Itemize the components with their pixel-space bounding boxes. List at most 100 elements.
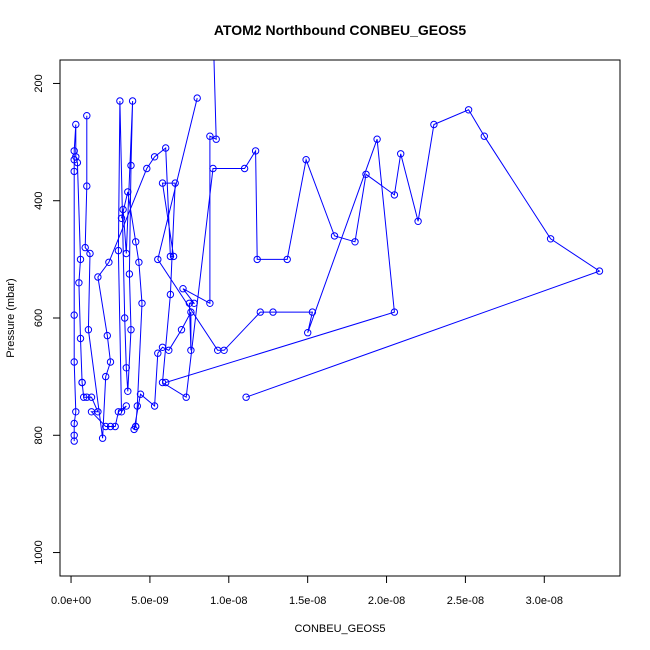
data-point: [154, 349, 162, 357]
data-point: [595, 267, 604, 275]
x-tick-label: 1.0e-08: [210, 595, 247, 607]
data-point: [154, 255, 162, 264]
data-point: [330, 232, 339, 240]
data-point: [390, 308, 399, 316]
data-point: [133, 402, 142, 410]
data-point: [187, 346, 195, 354]
data-point: [190, 299, 198, 307]
data-point: [480, 132, 488, 140]
data-point: [72, 120, 80, 129]
data-point: [128, 97, 137, 105]
data-point: [98, 434, 107, 442]
data-point: [72, 408, 80, 416]
y-tick-label: 600: [33, 309, 45, 327]
data-point: [212, 135, 220, 143]
data-point: [84, 326, 93, 334]
data-point: [182, 393, 190, 401]
data-point: [105, 258, 113, 266]
chart-title: ATOM2 Northbound CONBEU_GEOS5: [214, 22, 466, 38]
data-point: [124, 188, 132, 196]
x-tick-label: 0.0e+00: [51, 595, 91, 607]
data-point: [70, 437, 78, 445]
data-point: [87, 408, 96, 416]
data-point: [127, 326, 135, 334]
data-point: [220, 346, 228, 354]
data-point: [179, 285, 187, 293]
data-point: [83, 112, 91, 120]
data-point: [162, 378, 170, 387]
data-point: [169, 252, 178, 261]
data-point: [127, 161, 135, 170]
data-point: [373, 135, 381, 143]
y-tick-label: 1000: [33, 540, 45, 564]
data-point: [83, 393, 91, 401]
data-point: [130, 425, 138, 434]
data-point: [117, 214, 126, 223]
data-point: [308, 308, 317, 316]
data-point: [70, 311, 78, 319]
data-point: [86, 249, 94, 258]
data-point: [206, 132, 214, 140]
data-point: [187, 308, 195, 316]
data-point: [111, 422, 119, 431]
data-point: [76, 334, 85, 343]
data-point: [158, 179, 167, 187]
y-axis-label: Pressure (mbar): [5, 278, 17, 357]
data-point: [114, 246, 123, 255]
data-point: [103, 331, 112, 340]
x-tick-label: 3.0e-08: [526, 595, 563, 607]
data-point: [209, 164, 217, 173]
data-point: [87, 393, 96, 401]
data-point: [193, 94, 201, 102]
data-point: [78, 378, 86, 387]
data-point: [81, 243, 89, 252]
data-point: [70, 358, 78, 366]
data-point: [166, 290, 175, 299]
data-point: [414, 217, 422, 226]
series-markers: [70, 94, 604, 445]
data-point: [124, 387, 132, 395]
y-tick-label: 400: [33, 192, 45, 210]
data-point: [106, 358, 115, 366]
data-point: [119, 205, 127, 214]
data-point: [70, 167, 78, 176]
data-point: [206, 299, 214, 307]
data-point: [464, 106, 473, 114]
data-point: [150, 153, 159, 161]
data-point: [70, 419, 78, 428]
data-point: [397, 150, 405, 158]
data-point: [75, 279, 83, 287]
data-point: [185, 299, 194, 307]
data-point: [269, 308, 277, 316]
data-point: [135, 258, 143, 266]
x-tick-label: 2.5e-08: [447, 595, 484, 607]
data-point: [166, 252, 175, 261]
data-point: [158, 343, 167, 351]
data-point: [430, 120, 438, 129]
data-point: [351, 238, 359, 246]
data-point: [256, 308, 264, 316]
x-tick-label: 2.0e-08: [368, 595, 405, 607]
data-point: [117, 408, 126, 416]
data-point: [251, 147, 260, 155]
data-point: [94, 273, 102, 281]
y-tick-label: 200: [33, 74, 45, 92]
data-point: [158, 378, 167, 387]
data-point: [390, 191, 399, 199]
x-axis: 0.0e+00 5.0e-09 1.0e-08 1.5e-08 2.0e-08 2.5e-…: [51, 575, 563, 607]
x-tick-label: 1.5e-08: [289, 595, 326, 607]
x-tick-label: 5.0e-09: [131, 595, 168, 607]
data-point: [283, 255, 291, 264]
data-point: [121, 314, 129, 322]
data-point: [171, 179, 179, 187]
data-point: [83, 182, 91, 190]
data-point: [138, 299, 146, 307]
x-axis-label: CONBEU_GEOS5: [294, 623, 385, 635]
y-tick-label: 800: [33, 426, 45, 444]
data-point: [102, 422, 110, 431]
data-point: [253, 255, 261, 264]
data-point: [242, 393, 250, 401]
data-point: [162, 144, 170, 152]
